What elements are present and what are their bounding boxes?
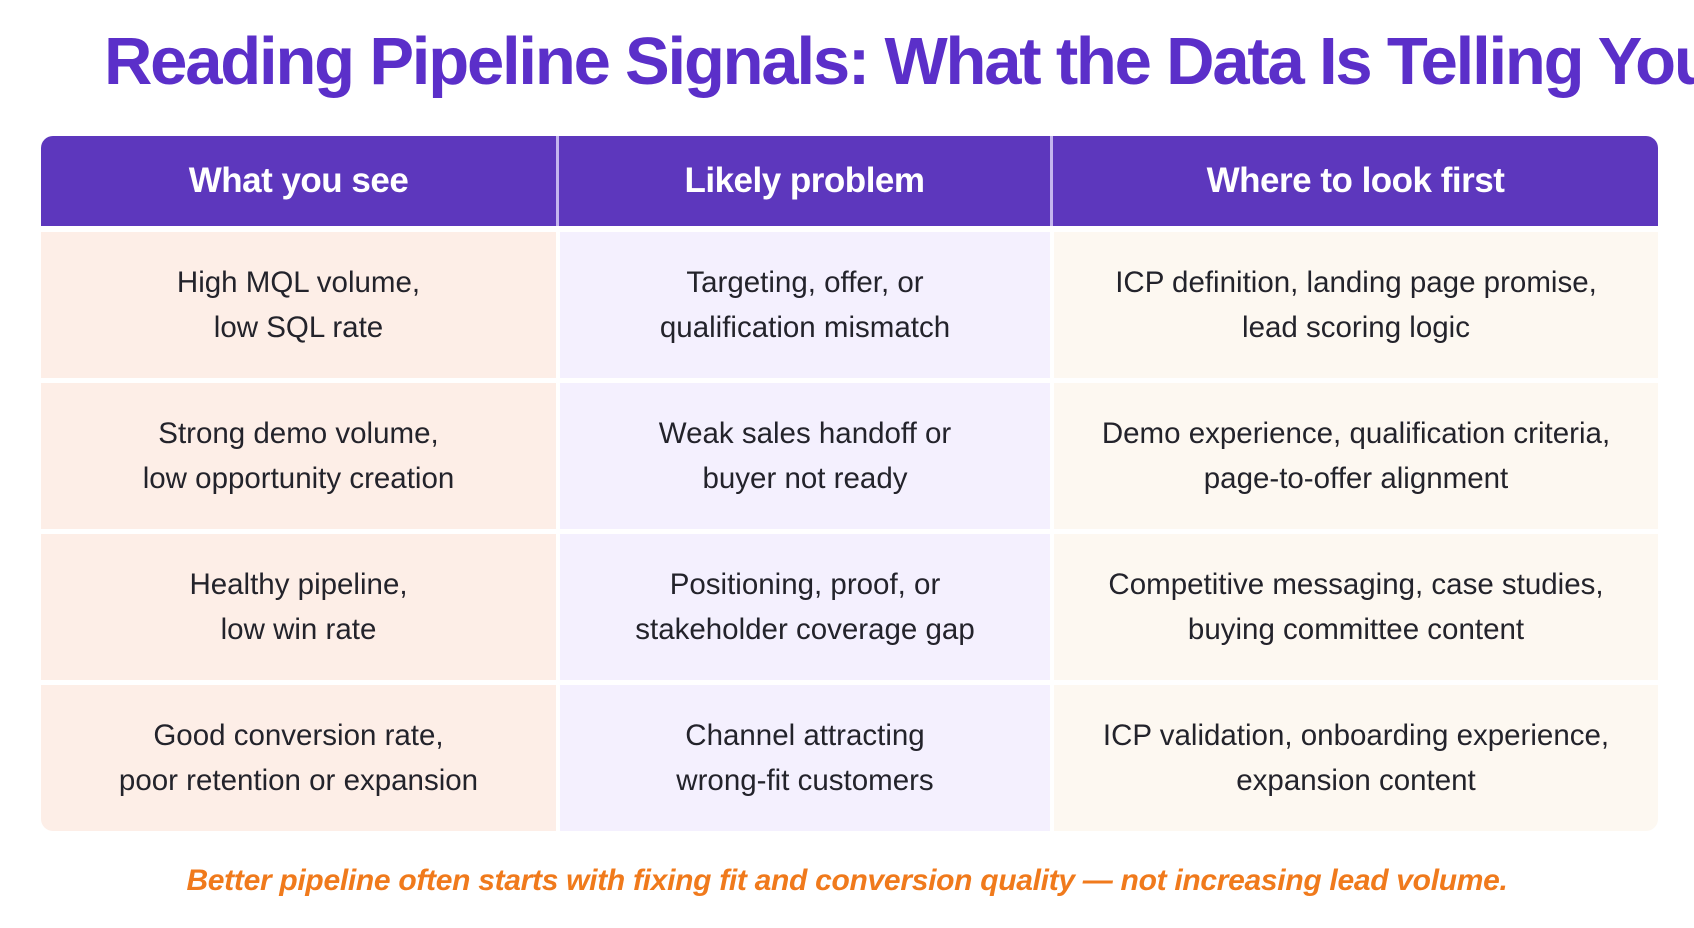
cell-line: Channel attracting [685, 719, 925, 752]
cell-line: page-to-offer alignment [1203, 462, 1509, 495]
cell-what-you-see: Healthy pipeline, low win rate [41, 534, 556, 680]
cell-line: Positioning, proof, or [669, 568, 941, 601]
cell-likely-problem: Targeting, offer, or qualification misma… [556, 232, 1050, 378]
cell-line: High MQL volume, [176, 266, 421, 299]
cell-line: stakeholder coverage gap [635, 613, 975, 646]
header-likely-problem: Likely problem [556, 136, 1050, 226]
cell-line: expansion content [1236, 764, 1476, 797]
cell-likely-problem: Positioning, proof, or stakeholder cover… [556, 534, 1050, 680]
cell-where-to-look: ICP definition, landing page promise, le… [1050, 232, 1658, 378]
header-where-to-look-first: Where to look first [1050, 136, 1658, 226]
cell-line: Targeting, offer, or [686, 266, 924, 299]
cell-line: Demo experience, qualification criteria, [1101, 417, 1611, 450]
cell-line: Healthy pipeline, [189, 568, 408, 601]
cell-line: buyer not ready [702, 462, 908, 495]
cell-what-you-see: Strong demo volume, low opportunity crea… [41, 383, 556, 529]
cell-line: low win rate [220, 613, 377, 646]
cell-line: buying committee content [1187, 613, 1525, 646]
table-row: Good conversion rate, poor retention or … [41, 680, 1658, 831]
cell-line: Weak sales handoff or [658, 417, 952, 450]
cell-line: wrong-fit customers [676, 764, 934, 797]
cell-line: Good conversion rate, [153, 719, 444, 752]
footer-takeaway: Better pipeline often starts with fixing… [186, 864, 1508, 897]
cell-where-to-look: Demo experience, qualification criteria,… [1050, 383, 1658, 529]
cell-line: low opportunity creation [142, 462, 455, 495]
cell-line: poor retention or expansion [118, 764, 479, 797]
cell-where-to-look: ICP validation, onboarding experience, e… [1050, 685, 1658, 831]
table-row: Strong demo volume, low opportunity crea… [41, 378, 1658, 529]
cell-line: low SQL rate [213, 311, 384, 344]
pipeline-signals-table: What you see Likely problem Where to loo… [41, 136, 1658, 831]
cell-likely-problem: Weak sales handoff or buyer not ready [556, 383, 1050, 529]
cell-what-you-see: Good conversion rate, poor retention or … [41, 685, 556, 831]
cell-line: Competitive messaging, case studies, [1108, 568, 1604, 601]
table-row: High MQL volume, low SQL rate Targeting,… [41, 232, 1658, 378]
table-header-row: What you see Likely problem Where to loo… [41, 136, 1658, 226]
cell-line: qualification mismatch [659, 311, 951, 344]
cell-line: ICP validation, onboarding experience, [1102, 719, 1610, 752]
cell-line: ICP definition, landing page promise, [1115, 266, 1597, 299]
cell-line: Strong demo volume, [158, 417, 439, 450]
cell-what-you-see: High MQL volume, low SQL rate [41, 232, 556, 378]
table-body: High MQL volume, low SQL rate Targeting,… [41, 226, 1658, 831]
cell-line: lead scoring logic [1242, 311, 1470, 344]
cell-where-to-look: Competitive messaging, case studies, buy… [1050, 534, 1658, 680]
table-row: Healthy pipeline, low win rate Positioni… [41, 529, 1658, 680]
page-title: Reading Pipeline Signals: What the Data … [104, 24, 1694, 99]
header-what-you-see: What you see [188, 161, 409, 200]
cell-likely-problem: Channel attracting wrong-fit customers [556, 685, 1050, 831]
